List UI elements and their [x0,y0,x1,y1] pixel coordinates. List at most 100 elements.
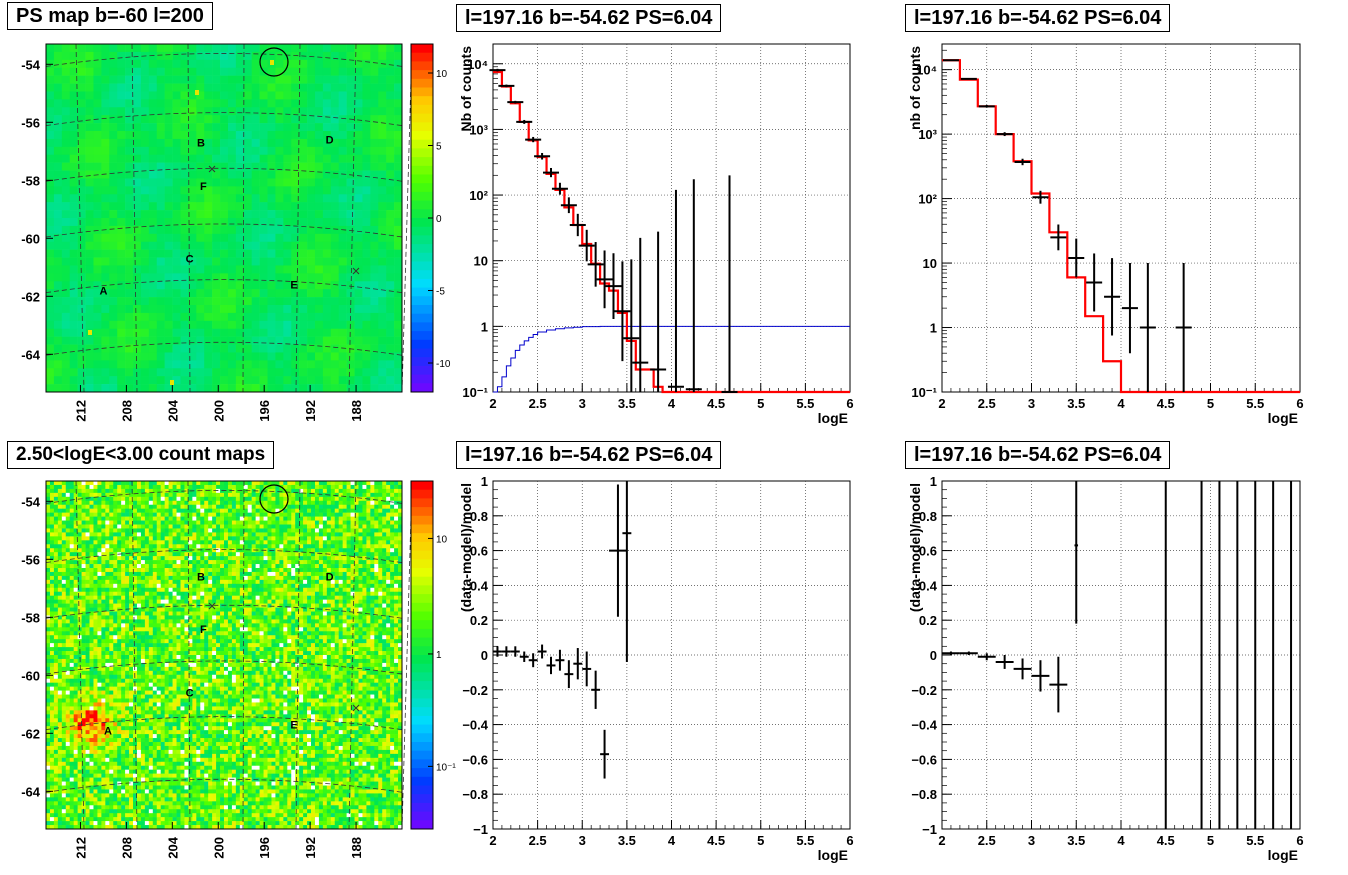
map-cell [46,738,51,743]
map-cell [109,753,114,759]
map-cell [109,738,114,743]
map-cell [121,682,126,687]
map-cell [105,512,110,517]
map-cell [354,225,363,235]
map-cell [69,154,78,163]
map-cell [307,289,316,298]
map-cell [338,344,347,353]
map-cell [81,722,86,727]
map-cell [101,75,110,84]
map-cell [133,801,138,806]
map-cell [53,516,59,521]
map-cell [93,91,102,100]
map-cell [196,131,205,140]
map-cell [133,631,138,636]
map-cell [152,492,158,498]
map-cell [73,488,78,494]
map-cell [85,643,90,648]
map-cell [125,536,130,541]
map-cell [140,336,150,345]
map-cell [61,257,71,266]
map-cell [65,615,71,620]
map-cell [362,312,371,322]
map-cell [251,59,260,69]
map-cell [136,718,142,723]
map-cell [314,162,324,171]
map-cell [121,821,126,826]
map-cell [97,591,102,596]
map-cell [85,504,90,509]
map-cell [136,619,142,624]
map-cell [394,83,403,92]
map-cell [117,384,126,393]
map-cell [156,587,162,593]
map-cell [61,328,71,337]
map-cell [129,726,134,731]
map-cell [243,83,252,92]
map-cell [125,639,130,644]
map-cell [49,686,55,691]
map-cell [109,560,114,565]
map-cell [378,202,387,211]
map-cell [105,568,110,573]
map-cell [283,344,292,353]
map-cell [394,75,403,84]
map-cell [49,639,55,644]
map-cell [53,178,63,187]
map-cell [251,162,260,171]
map-cell [307,59,316,69]
map-cell [61,821,67,826]
map-cell [46,488,51,494]
map-cell [235,218,245,227]
map-cell [85,753,90,759]
map-cell [148,571,154,577]
map-cell [140,607,146,612]
map-cell [322,305,332,314]
map-cell [97,706,102,711]
map-cell [378,123,387,132]
map-cell [164,722,169,727]
map-cell [362,328,371,337]
map-cell [204,75,213,84]
map-cell [61,813,67,818]
map-cell [69,718,74,723]
x-tick-label: 208 [119,400,134,422]
map-cell [180,99,189,108]
map-cell [65,749,71,755]
map-cell [97,769,102,774]
map-cell [129,655,134,660]
map-cell [97,536,102,541]
map-cell [129,504,134,509]
map-cell [113,548,118,553]
map-cell [93,738,98,743]
map-cell [386,138,395,148]
map-cell [307,336,316,345]
map-cell [113,504,118,509]
map-cell [180,83,189,92]
map-cell [394,91,403,100]
map-cell [168,556,173,561]
map-cell [299,202,308,211]
map-cell [354,352,363,361]
map-cell [338,384,347,393]
map-cell [105,801,110,806]
map-cell [65,821,71,826]
map-cell [81,631,86,636]
map-cell [46,686,51,691]
map-cell [46,520,51,525]
map-cell [61,481,67,486]
map-cell [354,131,363,140]
map-cell [220,320,229,330]
map-cell [69,631,74,636]
map-cell [307,384,316,393]
colorbar-segment [411,104,433,115]
map-cell [180,107,189,116]
map-cell [148,170,158,179]
map-cell [65,655,71,660]
map-cell [362,75,371,84]
map-cell [152,769,158,774]
map-cell [46,821,51,826]
map-cell [144,694,150,699]
map-cell [53,793,59,798]
map-cell [338,210,347,219]
